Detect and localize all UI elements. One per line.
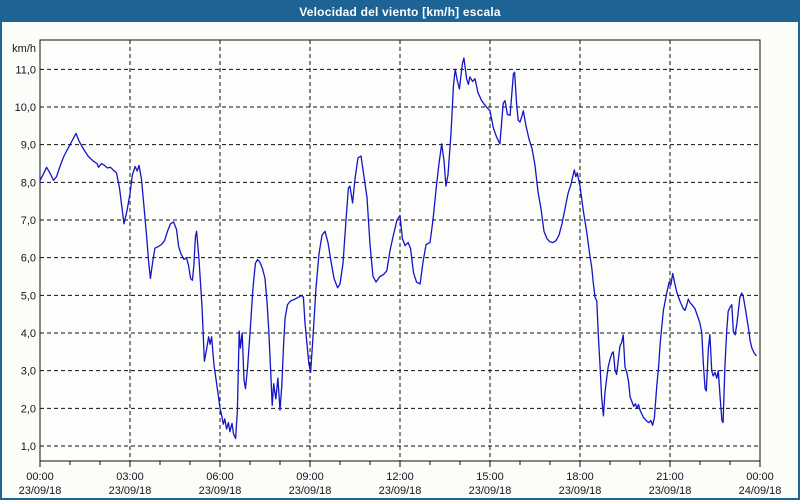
x-tick-time-label: 00:00 [26, 471, 54, 483]
y-tick-label: 11,0 [15, 64, 36, 76]
y-tick-label: 8,0 [21, 177, 36, 189]
y-tick-label: 7,0 [21, 215, 36, 227]
x-tick-date-label: 24/09/18 [739, 485, 782, 497]
y-tick-label: 5,0 [21, 290, 36, 302]
x-tick-date-label: 23/09/18 [109, 485, 152, 497]
window-title: Velocidad del viento [km/h] escala [2, 2, 798, 22]
x-tick-time-label: 15:00 [476, 471, 504, 483]
wind-speed-line [39, 57, 757, 440]
x-tick-date-label: 23/09/18 [379, 485, 422, 497]
x-tick-time-label: 09:00 [296, 471, 324, 483]
x-tick-time-label: 21:00 [656, 471, 684, 483]
y-tick-label: 10,0 [15, 102, 36, 114]
x-tick-date-label: 23/09/18 [649, 485, 692, 497]
y-tick-label: 1,0 [21, 441, 36, 453]
x-tick-date-label: 23/09/18 [289, 485, 332, 497]
x-tick-time-label: 00:00 [746, 471, 774, 483]
y-tick-label: 3,0 [21, 366, 36, 378]
x-tick-date-label: 23/09/18 [19, 485, 62, 497]
x-tick-time-label: 12:00 [386, 471, 414, 483]
x-tick-date-label: 23/09/18 [199, 485, 242, 497]
y-tick-label: 4,0 [21, 328, 36, 340]
y-tick-label: 6,0 [21, 253, 36, 265]
y-tick-label: 9,0 [21, 140, 36, 152]
y-axis-unit-label: km/h [12, 43, 36, 55]
x-tick-date-label: 23/09/18 [559, 485, 602, 497]
x-tick-time-label: 03:00 [116, 471, 144, 483]
y-tick-label: 2,0 [21, 403, 36, 415]
x-tick-time-label: 18:00 [566, 471, 594, 483]
x-tick-time-label: 06:00 [206, 471, 234, 483]
x-tick-date-label: 23/09/18 [469, 485, 512, 497]
